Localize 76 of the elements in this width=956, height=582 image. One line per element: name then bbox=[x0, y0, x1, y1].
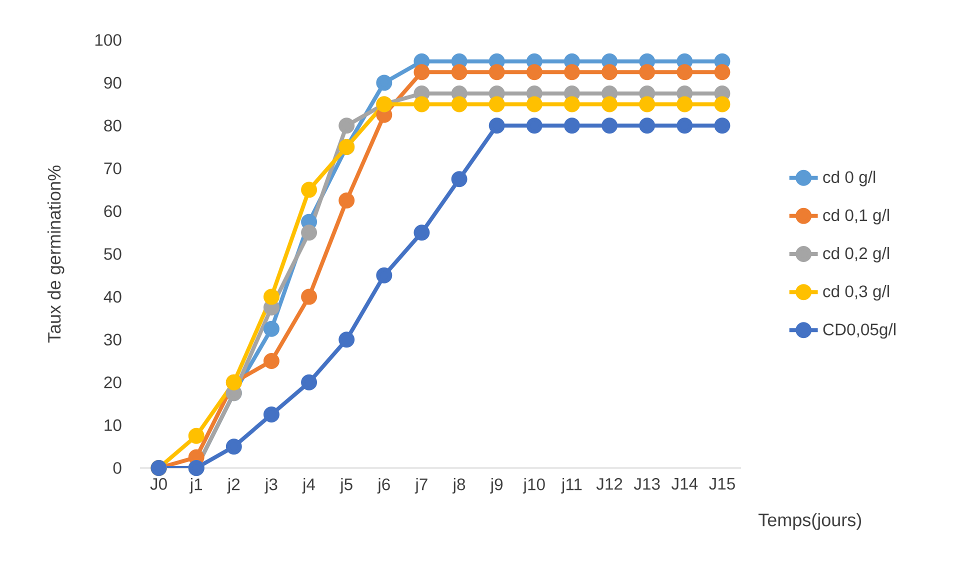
y-tick-label: 90 bbox=[104, 76, 122, 89]
point bbox=[602, 96, 618, 112]
point bbox=[564, 118, 580, 134]
point bbox=[338, 118, 355, 134]
x-tick-label: J13 bbox=[634, 478, 660, 490]
x-tick-label: j10 bbox=[522, 478, 545, 494]
point bbox=[488, 96, 505, 112]
x-tick-label: J14 bbox=[671, 478, 698, 490]
point bbox=[263, 353, 280, 369]
x-tick-label: j4 bbox=[302, 478, 316, 494]
x-tick-label: J0 bbox=[150, 478, 167, 490]
point bbox=[602, 64, 618, 80]
x-tick-label: j11 bbox=[561, 478, 582, 494]
point bbox=[639, 96, 656, 112]
y-axis-title: Taux de germination% bbox=[47, 166, 64, 343]
point bbox=[301, 374, 318, 390]
point bbox=[676, 96, 693, 112]
point bbox=[676, 118, 693, 134]
y-tick-label: 50 bbox=[104, 248, 122, 260]
point bbox=[526, 96, 542, 112]
x-tick-label: j8 bbox=[452, 478, 466, 494]
y-tick-label: 80 bbox=[104, 120, 122, 132]
point bbox=[338, 192, 355, 208]
point bbox=[639, 118, 656, 134]
point bbox=[714, 118, 730, 134]
legend-label: cd 0,3 g/l bbox=[823, 285, 889, 301]
y-tick-label: 70 bbox=[104, 162, 122, 174]
x-axis-title: Temps(jours) bbox=[758, 513, 862, 530]
x-tick-label: j6 bbox=[377, 478, 390, 494]
y-tick-label: 60 bbox=[104, 205, 122, 218]
point bbox=[676, 64, 693, 80]
point bbox=[263, 406, 280, 422]
point bbox=[301, 224, 318, 241]
point bbox=[451, 96, 468, 112]
y-tick-label: 100 bbox=[95, 34, 122, 46]
point bbox=[714, 64, 730, 80]
point bbox=[376, 267, 392, 284]
x-tick-label: j7 bbox=[414, 478, 428, 494]
x-tick-label: J12 bbox=[596, 478, 622, 490]
legend-label: cd 0 g/l bbox=[823, 170, 876, 186]
point bbox=[301, 288, 318, 305]
point bbox=[188, 428, 204, 444]
point bbox=[376, 74, 392, 91]
x-tick-label: j9 bbox=[490, 478, 503, 494]
y-tick-label: 40 bbox=[104, 290, 122, 303]
y-tick-label: 10 bbox=[104, 419, 122, 432]
legend-label: cd 0,1 g/l bbox=[823, 208, 889, 224]
x-tick-label: j3 bbox=[264, 478, 278, 494]
point bbox=[414, 64, 430, 80]
point bbox=[564, 96, 580, 112]
x-tick-label: j5 bbox=[340, 478, 352, 494]
point bbox=[226, 438, 242, 455]
point bbox=[451, 171, 468, 188]
y-tick-label: 0 bbox=[113, 462, 122, 474]
y-tick-label: 30 bbox=[104, 334, 122, 346]
legend-label: cd 0,2 g/l bbox=[823, 246, 889, 262]
x-tick-label: J15 bbox=[709, 478, 735, 490]
point bbox=[526, 64, 542, 80]
x-tick-label: j2 bbox=[227, 478, 240, 494]
point bbox=[639, 64, 656, 80]
point bbox=[564, 64, 580, 80]
y-tick-label: 20 bbox=[104, 376, 122, 388]
x-tick-label: j1 bbox=[189, 478, 202, 494]
point bbox=[451, 64, 468, 80]
point bbox=[338, 332, 355, 348]
point bbox=[714, 96, 730, 112]
point bbox=[414, 96, 430, 112]
point bbox=[526, 118, 542, 134]
point bbox=[263, 320, 280, 337]
point bbox=[488, 64, 505, 80]
point bbox=[414, 224, 430, 241]
point bbox=[488, 118, 505, 134]
point bbox=[301, 182, 318, 198]
point bbox=[263, 288, 280, 305]
legend-label: CD0,05g/l bbox=[823, 323, 896, 339]
point bbox=[602, 118, 618, 134]
